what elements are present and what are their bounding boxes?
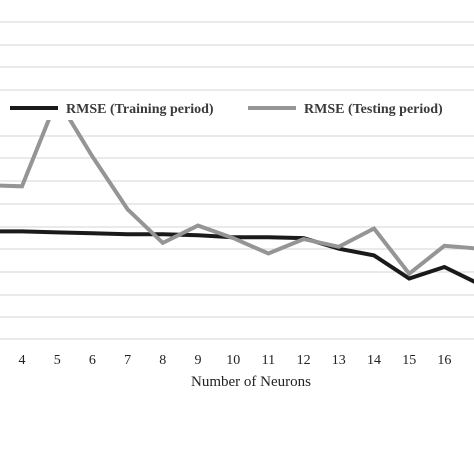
x-axis-title: Number of Neurons — [191, 374, 311, 390]
x-tick-label: 10 — [226, 353, 240, 368]
x-tick-label: 4 — [19, 353, 26, 368]
x-tick-label: 16 — [437, 353, 451, 368]
series-line-testing — [0, 94, 474, 277]
series-lines — [0, 94, 474, 284]
x-tick-label: 13 — [332, 353, 346, 368]
legend-label-training: RMSE (Training period) — [66, 102, 214, 117]
legend: RMSE (Training period) RMSE (Testing per… — [0, 94, 474, 120]
x-tick-label: 14 — [367, 353, 381, 368]
x-tick-label: 11 — [262, 353, 275, 368]
gridlines — [0, 21, 474, 340]
x-tick-label: 8 — [159, 353, 166, 368]
x-tick-label: 5 — [54, 353, 61, 368]
x-tick-label: 9 — [195, 353, 202, 368]
x-tick-label: 12 — [297, 353, 311, 368]
x-axis: 456789101112131415161 — [19, 353, 452, 368]
x-tick-label: 7 — [124, 353, 131, 368]
legend-background — [0, 94, 474, 120]
legend-label-testing: RMSE (Testing period) — [304, 102, 443, 117]
x-tick-label: 15 — [402, 353, 416, 368]
x-tick-label: 6 — [89, 353, 96, 368]
